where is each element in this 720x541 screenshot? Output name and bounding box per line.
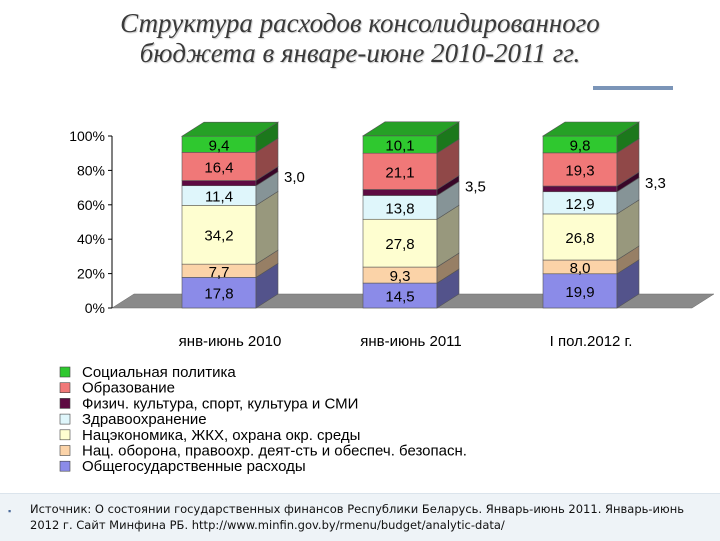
- data-label: 13,8: [385, 200, 414, 217]
- data-label: 9,4: [209, 137, 230, 154]
- legend-swatch: [59, 398, 71, 409]
- legend-swatch: [59, 413, 71, 425]
- bar-segment: [542, 185, 618, 193]
- data-label: 27,8: [385, 236, 414, 253]
- legend-label: Общегосударственные расходы: [82, 458, 306, 475]
- legend-swatch: [59, 366, 71, 378]
- data-label: 21,1: [385, 164, 414, 181]
- data-label: 26,8: [565, 230, 594, 247]
- legend-label: Физич. культура, спорт, культура и СМИ: [82, 395, 358, 412]
- bar-segment: [181, 277, 257, 309]
- bar-segment: [181, 180, 257, 187]
- source-footer: ▪ Источник: О состоянии государственных …: [0, 493, 720, 541]
- title-line-2: бюджета в январе-июне 2010-2011 гг.: [139, 38, 581, 68]
- bar-segment: [181, 205, 257, 265]
- x-category-label: янв-июнь 2010: [179, 333, 282, 350]
- data-label: 14,5: [385, 289, 414, 306]
- source-text: Источник: О состоянии государственных фи…: [30, 502, 685, 532]
- bar-segment: [362, 218, 438, 268]
- legend-label: Здравоохранение: [82, 411, 207, 428]
- data-label: 19,9: [565, 284, 594, 301]
- legend-label: Нац. оборона, правоохр. деят-сть и обесп…: [82, 443, 467, 460]
- bar-segment-top: [180, 121, 280, 137]
- y-tick-label: 20%: [77, 266, 105, 282]
- bar-segment-top: [541, 121, 641, 137]
- data-label: 3,0: [284, 169, 305, 186]
- bar-segment: [542, 213, 618, 261]
- data-label: 19,3: [565, 162, 594, 179]
- slide-title: Структура расходов консолидированного бю…: [0, 8, 720, 68]
- data-label: 3,5: [465, 179, 486, 196]
- data-label: 17,8: [204, 286, 233, 303]
- data-label: 7,7: [209, 264, 230, 281]
- legend-label: Нацэкономика, ЖКХ, охрана окр. среды: [82, 427, 360, 444]
- legend-label: Образование: [82, 380, 175, 397]
- y-tick-label: 80%: [77, 162, 105, 178]
- stacked-bar-chart: 0% 20% 40% 60% 80% 100% 17,8 7,7 34,2 11,4 3,0 16,4…: [59, 121, 715, 475]
- bar-segment: [362, 189, 438, 196]
- x-category-label: I пол.2012 г.: [550, 333, 633, 350]
- legend-swatch: [59, 445, 71, 456]
- data-label: 11,4: [205, 189, 233, 206]
- bar-segment: [542, 152, 618, 187]
- data-label: 10,1: [385, 138, 414, 155]
- data-label: 16,4: [204, 159, 233, 176]
- data-label: 34,2: [204, 228, 233, 245]
- accent-line: [593, 86, 673, 90]
- title-line-1: Структура расходов консолидированного: [120, 8, 600, 38]
- legend-swatch: [59, 382, 71, 394]
- data-label: 12,9: [565, 196, 594, 213]
- bar-segment-top: [361, 121, 461, 137]
- y-tick-label: 0%: [85, 300, 105, 316]
- x-category-label: янв-июнь 2011: [360, 333, 462, 350]
- data-label: 3,3: [645, 175, 666, 192]
- bar-segment: [542, 273, 618, 309]
- bar-segment: [362, 152, 438, 190]
- data-label: 9,3: [390, 268, 411, 285]
- bullet-icon: ▪: [8, 506, 12, 516]
- y-tick-label: 60%: [77, 197, 105, 213]
- y-tick-label: 100%: [69, 128, 105, 144]
- legend-swatch: [59, 460, 71, 472]
- y-tick-label: 40%: [77, 231, 105, 247]
- legend-label: Социальная политика: [82, 364, 236, 381]
- data-label: 8,0: [570, 260, 591, 277]
- data-label: 9,8: [570, 137, 591, 154]
- legend-swatch: [59, 429, 71, 441]
